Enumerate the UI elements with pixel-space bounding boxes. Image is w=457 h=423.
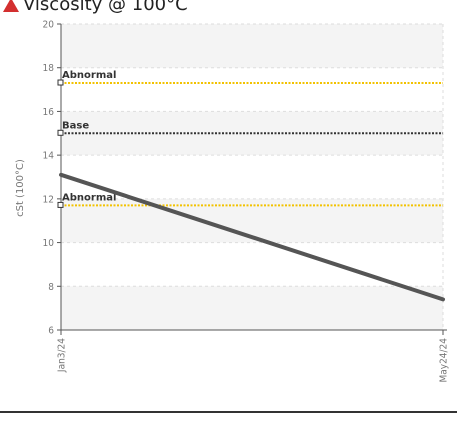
y-axis-label: cSt (100°C) <box>15 159 26 217</box>
y-tick-label: 10 <box>43 238 55 249</box>
y-tick-label: 18 <box>43 63 55 74</box>
x-tick-labels: Jan3/24 May24/24 <box>57 330 450 383</box>
chart-title: Viscosity @ 100°C <box>23 0 188 15</box>
axes <box>60 24 447 331</box>
y-tick-label: 6 <box>48 326 54 337</box>
y-tick-label: 16 <box>43 107 55 118</box>
reference-label: Abnormal <box>62 192 116 203</box>
grid-lines <box>60 23 444 331</box>
data-series <box>59 172 445 302</box>
x-tick-label: May24/24 <box>439 338 450 383</box>
reference-label: Abnormal <box>62 70 116 81</box>
reference-marker <box>57 79 64 86</box>
y-tick-label: 20 <box>43 20 55 31</box>
reference-marker <box>57 129 64 136</box>
plot-band <box>61 286 443 330</box>
plot-band <box>61 24 443 68</box>
reference-label: Base <box>62 120 89 131</box>
series-line <box>59 172 445 302</box>
reference-marker <box>57 201 64 208</box>
y-tick-label: 8 <box>48 282 54 293</box>
y-tick-label: 14 <box>43 151 55 162</box>
reference-lines: Abnormal Base Abnormal <box>57 70 443 208</box>
plot-bands <box>61 24 443 330</box>
y-tick-labels: 6 8 10 12 14 16 18 20 <box>43 20 61 337</box>
alert-triangle-icon <box>3 0 19 12</box>
x-tick-label: Jan3/24 <box>57 338 68 373</box>
y-tick-label: 12 <box>43 194 54 205</box>
